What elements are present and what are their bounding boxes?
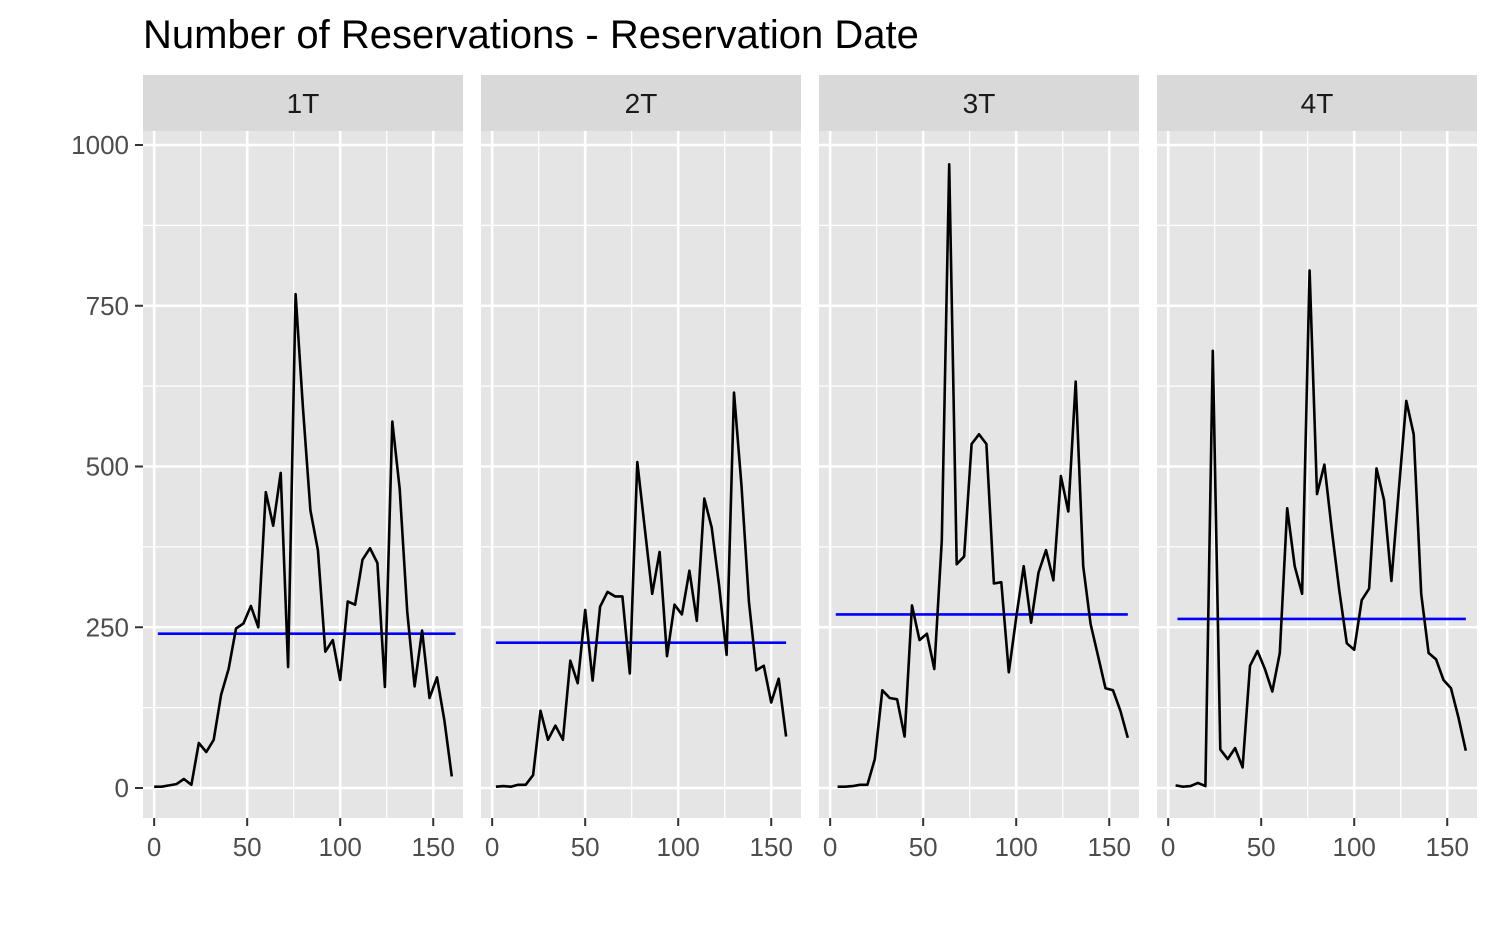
x-tick-label: 150 (1088, 832, 1131, 862)
facet-strip (481, 75, 801, 131)
facet-strip (1157, 75, 1477, 131)
series-line (1175, 269, 1468, 789)
facet-panel-1T: 1T 0 50 100 150 (143, 75, 463, 862)
x-tick-label: 100 (1333, 832, 1376, 862)
series-line (495, 391, 788, 789)
x-tick-label: 0 (147, 832, 161, 862)
x-tick-label: 50 (571, 832, 600, 862)
x-tick-label: 100 (995, 832, 1038, 862)
facet-panels: 1T 0 50 100 150 2T 0 50 100 150 3T 0 50 100 150 4T 0 50 10… (143, 75, 1477, 862)
series-line (154, 292, 454, 789)
facet-strip-label: 1T (287, 88, 320, 119)
y-tick-label: 750 (86, 291, 129, 321)
facet-panel-4T: 4T 0 50 100 150 (1157, 75, 1477, 862)
x-tick-label: 0 (1161, 832, 1175, 862)
x-tick-label: 100 (657, 832, 700, 862)
y-tick-label: 0 (115, 773, 129, 803)
x-tick-label: 50 (909, 832, 938, 862)
y-tick-label: 500 (86, 452, 129, 482)
panel-background (143, 131, 463, 818)
x-tick-label: 150 (412, 832, 455, 862)
facet-panel-3T: 3T 0 50 100 150 (819, 75, 1139, 862)
x-tick-label: 50 (1247, 832, 1276, 862)
x-tick-label: 0 (485, 832, 499, 862)
panel-background (481, 131, 801, 818)
x-tick-label: 100 (319, 832, 362, 862)
facet-strip (819, 75, 1139, 131)
x-tick-label: 0 (823, 832, 837, 862)
x-tick-label: 150 (1426, 832, 1469, 862)
facet-strip-label: 2T (625, 88, 658, 119)
facet-strip (143, 75, 463, 131)
facet-strip-label: 3T (963, 88, 996, 119)
chart-title: Number of Reservations - Reservation Dat… (143, 13, 919, 57)
x-tick-label: 150 (750, 832, 793, 862)
panel-background (819, 131, 1139, 818)
y-tick-label: 1000 (71, 130, 129, 160)
series-line (837, 163, 1130, 789)
x-tick-label: 50 (233, 832, 262, 862)
y-axis: 0 250 500 750 1000 (71, 130, 143, 803)
facet-strip-label: 4T (1301, 88, 1334, 119)
y-tick-label: 250 (86, 612, 129, 642)
facet-panel-2T: 2T 0 50 100 150 (481, 75, 801, 862)
